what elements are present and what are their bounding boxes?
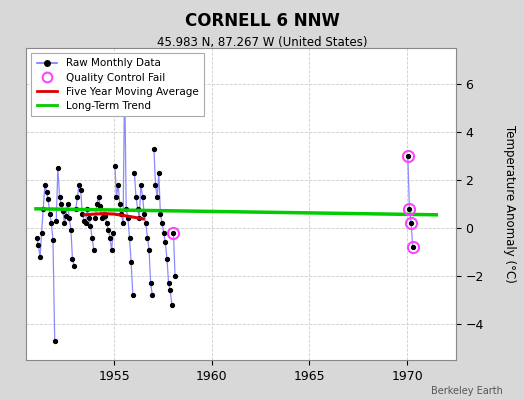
- Legend: Raw Monthly Data, Quality Control Fail, Five Year Moving Average, Long-Term Tren: Raw Monthly Data, Quality Control Fail, …: [31, 53, 204, 116]
- Y-axis label: Temperature Anomaly (°C): Temperature Anomaly (°C): [504, 125, 517, 283]
- Text: Berkeley Earth: Berkeley Earth: [431, 386, 503, 396]
- Text: 45.983 N, 87.267 W (United States): 45.983 N, 87.267 W (United States): [157, 36, 367, 49]
- Text: CORNELL 6 NNW: CORNELL 6 NNW: [184, 12, 340, 30]
